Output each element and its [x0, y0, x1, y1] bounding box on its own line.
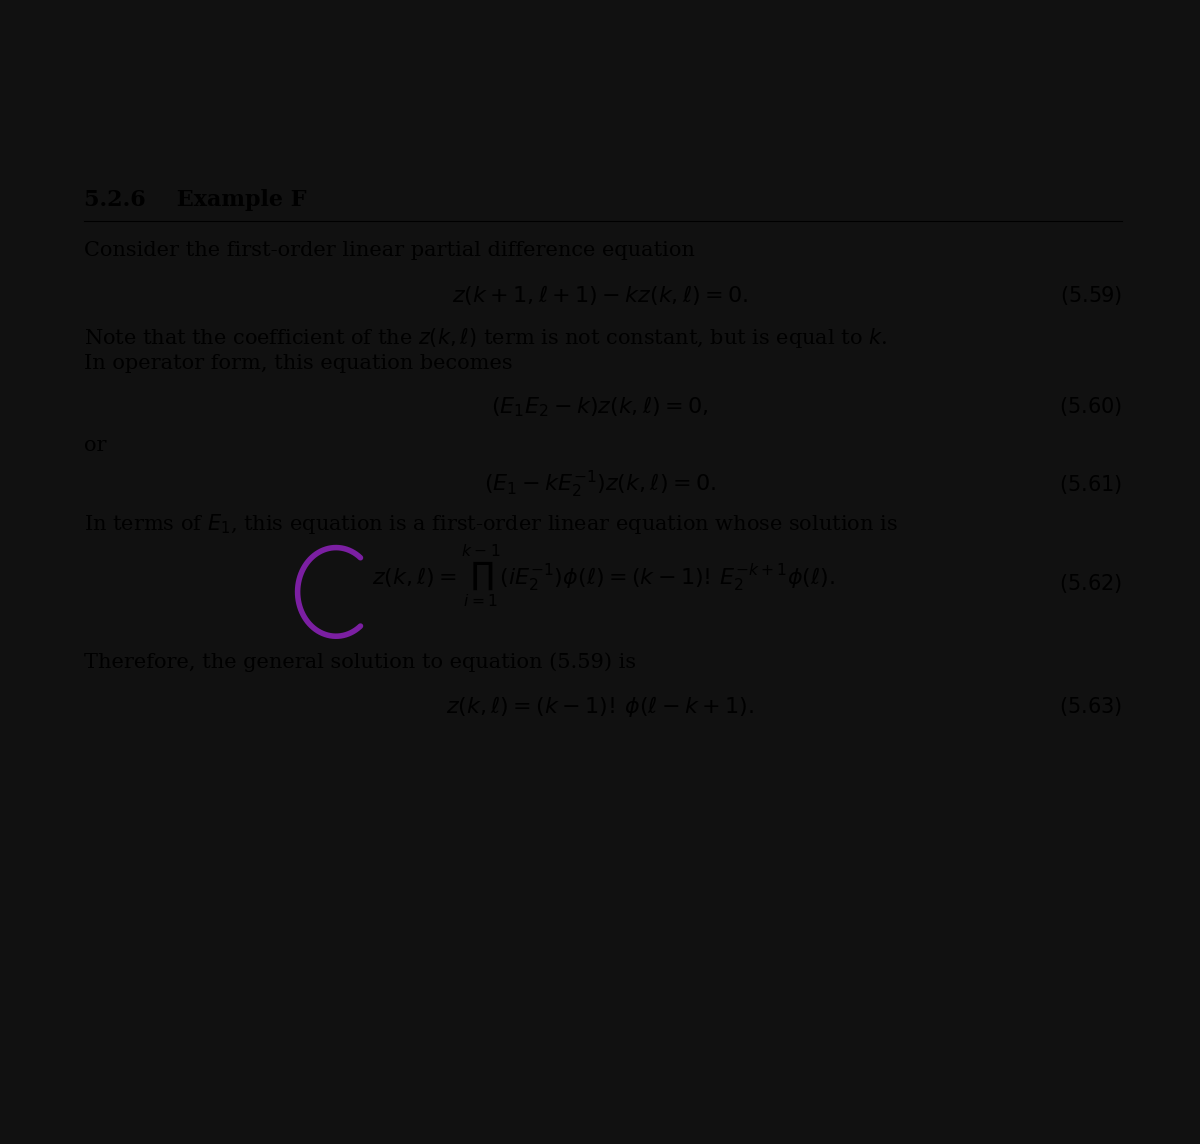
Text: Note that the coefficient of the $z(k,\ell)$ term is not constant, but is equal : Note that the coefficient of the $z(k,\e… [84, 326, 887, 350]
Text: $(5.62)$: $(5.62)$ [1060, 572, 1122, 595]
Text: In operator form, this equation becomes: In operator form, this equation becomes [84, 353, 512, 373]
Text: $(5.59)$: $(5.59)$ [1060, 284, 1122, 307]
Text: In terms of $E_1$, this equation is a first-order linear equation whose solution: In terms of $E_1$, this equation is a fi… [84, 511, 898, 535]
Text: Consider the first-order linear partial difference equation: Consider the first-order linear partial … [84, 241, 695, 261]
Text: $z(k,\ell) = \prod_{i=1}^{k-1}(iE_2^{-1})\phi(\ell) = (k-1)!\,E_2^{-k+1}\phi(\el: $z(k,\ell) = \prod_{i=1}^{k-1}(iE_2^{-1}… [372, 543, 835, 610]
Text: $(E_1 E_2 - k)z(k,\ell) = 0,$: $(E_1 E_2 - k)z(k,\ell) = 0,$ [491, 395, 709, 419]
Text: Therefore, the general solution to equation (5.59) is: Therefore, the general solution to equat… [84, 652, 636, 672]
Text: 5.2.6    Example F: 5.2.6 Example F [84, 189, 306, 210]
Text: or: or [84, 436, 107, 455]
Text: $(E_1 - kE_2^{-1})z(k,\ell) = 0.$: $(E_1 - kE_2^{-1})z(k,\ell) = 0.$ [484, 469, 716, 500]
Text: $(5.60)$: $(5.60)$ [1060, 396, 1122, 419]
Text: $z(k+1,\ell+1) - kz(k,\ell) = 0.$: $z(k+1,\ell+1) - kz(k,\ell) = 0.$ [452, 284, 748, 308]
Text: $(5.63)$: $(5.63)$ [1060, 696, 1122, 718]
Text: $(5.61)$: $(5.61)$ [1060, 472, 1122, 496]
Text: $z(k,\ell) = (k-1)!\,\phi(\ell - k + 1).$: $z(k,\ell) = (k-1)!\,\phi(\ell - k + 1).… [446, 694, 754, 720]
